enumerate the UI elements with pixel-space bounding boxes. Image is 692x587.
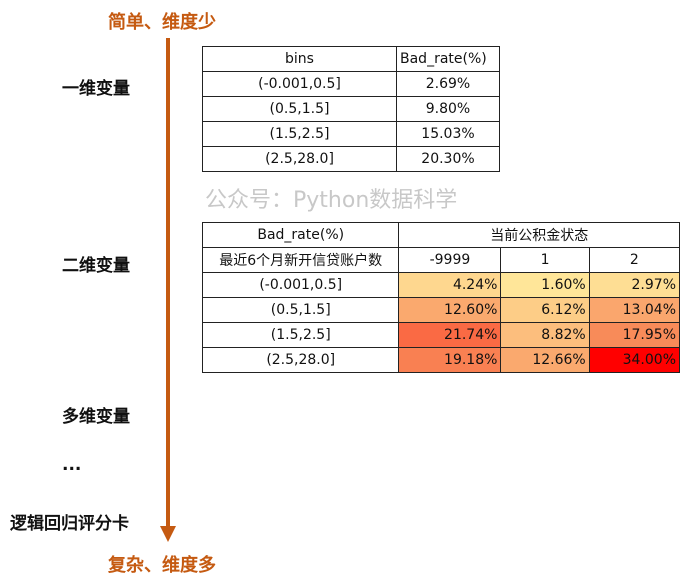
cell: 19.18% [398,347,502,373]
watermark: 公众号：Python数据科学 [205,188,458,213]
cell: (2.5,28.0] [201,347,400,373]
cell: 12.66% [500,347,590,373]
cell-text: 1.60% [541,277,586,293]
cell-text: 34.00% [622,352,676,368]
cell-text: 2.97% [631,277,676,293]
level-label: 一维变量 [62,79,130,99]
heat-fill [589,298,679,322]
row: (-0.001,0.5] 2.69% [202,71,500,97]
cell: 9.80% [396,96,500,122]
cell: 12.60% [398,297,502,323]
heat-fill [399,273,501,297]
header-cell: bins [202,46,397,72]
heat-fill [399,298,501,322]
cell: 15.03% [396,121,500,147]
heat-fill [399,323,501,347]
cell: 34.00% [588,347,681,373]
heat-fill [501,273,589,297]
header-cell: 1 [500,247,590,273]
level-label: 逻辑回归评分卡 [10,514,129,534]
cell-text: 9.80% [425,101,471,117]
cell: 20.30% [396,146,500,172]
cell: 13.04% [588,297,681,323]
cell: (0.5,1.5] [202,96,397,122]
level-label: ... [62,455,82,475]
row: (1.5,2.5] 21.74% 8.82% 17.95% [201,322,681,348]
row: (1.5,2.5] 15.03% [202,121,500,147]
cell: 1.60% [500,272,590,298]
heat-fill [501,323,589,347]
heat-fill [501,298,589,322]
cell: (1.5,2.5] [202,121,397,147]
cell-text: 13.04% [622,302,676,318]
cell-text: 8.82% [541,327,586,343]
cell: 21.74% [398,322,502,348]
row: bins Bad_rate(%) [202,46,500,72]
header-cell: Bad_rate(%) [396,46,500,72]
bottom-label: 复杂、维度多 [108,555,216,576]
heat-fill [501,348,589,372]
row: (-0.001,0.5] 4.24% 1.60% 2.97% [201,272,681,298]
cell-text: 19.18% [444,352,498,368]
header-cell: 当前公积金状态 [398,222,680,248]
header-cell: 最近6个月新开信贷账户数 [201,247,400,273]
heat-fill [589,323,679,347]
heat-fill [589,348,679,372]
cell: 2.69% [396,71,500,97]
cell-text: 6.12% [541,302,586,318]
top-label: 简单、维度少 [108,12,216,33]
table: Bad_rate(%) 当前公积金状态 最近6个月新开信贷账户数 -9999 1 2 (-0… [201,222,681,373]
cell: (-0.001,0.5] [201,272,400,298]
cell: 6.12% [500,297,590,323]
header-cell: -9999 [398,247,502,273]
row: (2.5,28.0] 19.18% 12.66% 34.00% [201,347,681,373]
heat-fill [399,348,501,372]
row: (0.5,1.5] 12.60% 6.12% 13.04% [201,297,681,323]
cell: (1.5,2.5] [201,322,400,348]
table: bins Bad_rate(%) (-0.001,0.5] 2.69% (0.5,1.5… [202,46,500,172]
row: (0.5,1.5] 9.80% [202,96,500,122]
cell-text: 17.95% [622,327,676,343]
cell: (2.5,28.0] [202,146,397,172]
cell-text: 4.24% [452,277,498,293]
cell-text: 12.66% [532,352,586,368]
cell-text: 21.74% [444,327,498,343]
header-cell: 2 [588,247,681,273]
cell: 2.97% [588,272,681,298]
cell: 8.82% [500,322,590,348]
cell: (-0.001,0.5] [202,71,397,97]
cell-text: 12.60% [444,302,498,318]
row: Bad_rate(%) 当前公积金状态 [201,222,680,248]
row: 最近6个月新开信贷账户数 -9999 1 2 [201,247,681,273]
level-label: 多维变量 [62,407,130,427]
cell: 17.95% [588,322,681,348]
heat-fill [589,273,679,297]
row: (2.5,28.0] 20.30% [202,146,500,172]
cell: (0.5,1.5] [201,297,400,323]
cell-text: 15.03% [421,126,475,142]
cell-text: 2.69% [425,76,471,92]
header-cell: Bad_rate(%) [201,222,400,248]
level-label: 二维变量 [62,256,130,276]
cell-text: 20.30% [421,151,475,167]
cell: 4.24% [398,272,502,298]
